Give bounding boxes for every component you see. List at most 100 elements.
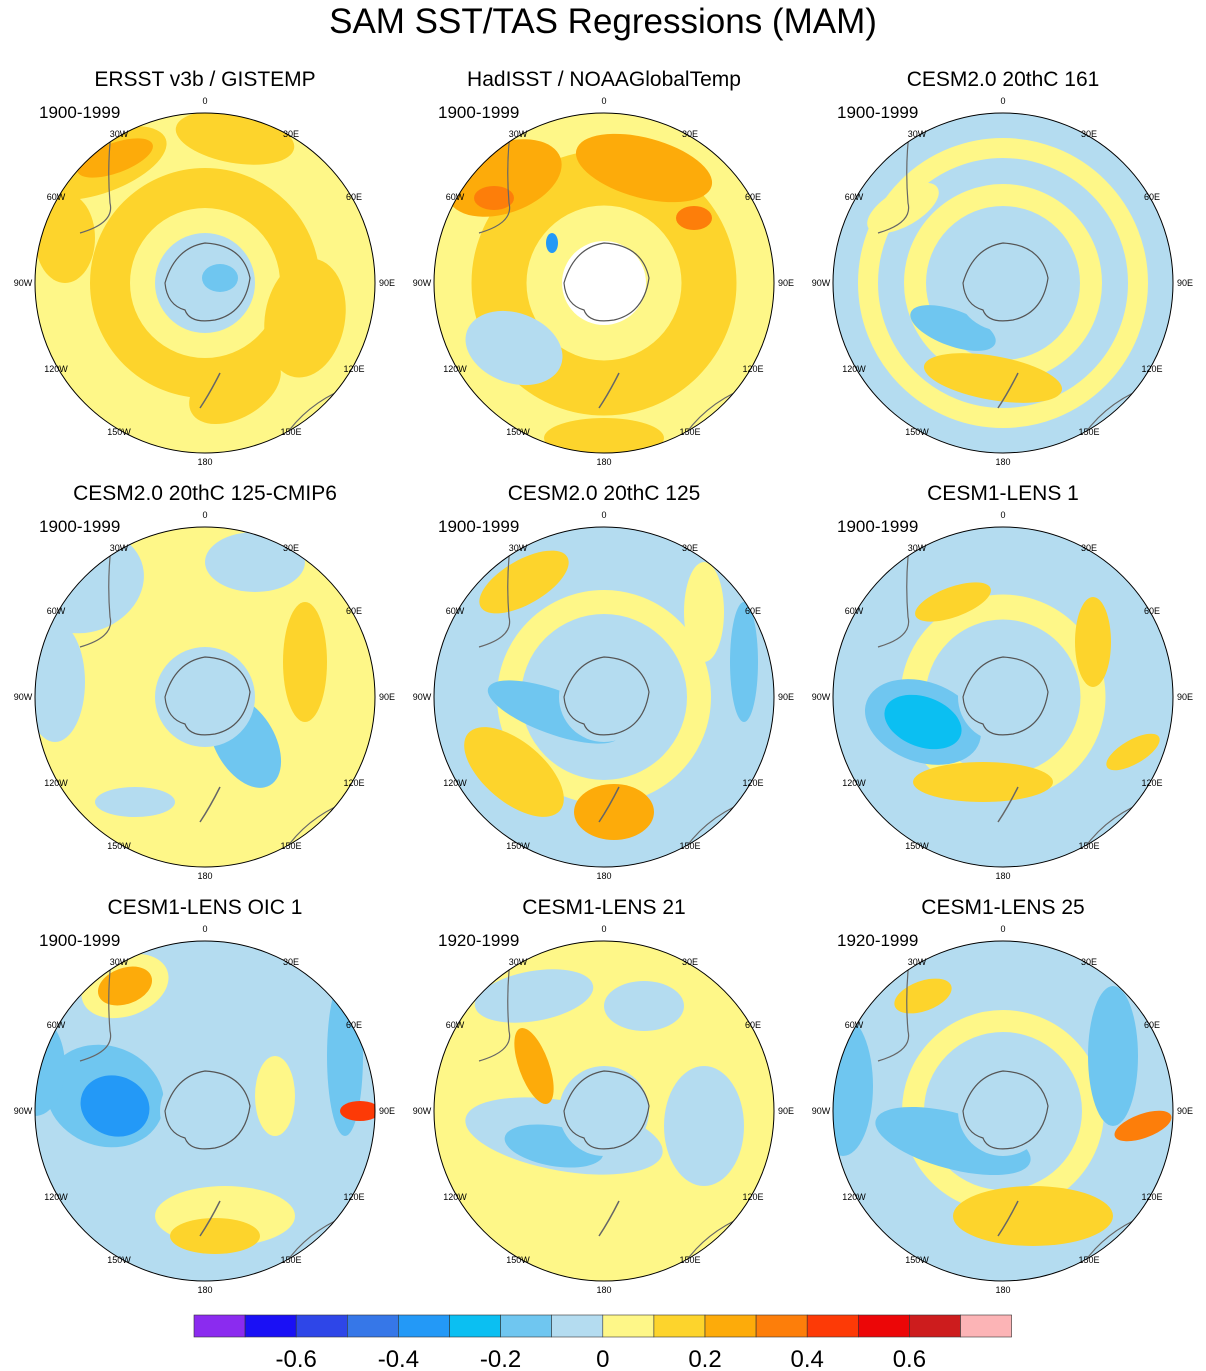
panel-title: CESM1-LENS 21 <box>522 896 686 919</box>
polar-map: 0 30E 60E 90E 120E 150E 180 150W 120W 90W 60W 30W <box>812 96 1193 467</box>
anomaly-blob <box>189 351 281 425</box>
map-border <box>832 112 1174 454</box>
longitude-label: 150E <box>679 1255 700 1265</box>
colorbar-swatch <box>346 1314 399 1338</box>
polar-map: 0 30E 60E 90E 120E 150E 180 150W 120W 90W 60W 30W <box>14 96 395 467</box>
longitude-label: 90E <box>1177 692 1193 702</box>
polar-map: 0 30E 60E 90E 120E 150E 180 150W 120W 90W 60W 30W <box>413 96 794 467</box>
anomaly-blob <box>464 727 564 817</box>
colorbar-swatch <box>398 1314 450 1338</box>
warm-core <box>676 206 712 230</box>
longitude-label: 120E <box>343 1192 364 1202</box>
colorbar-swatch <box>449 1314 501 1338</box>
longitude-label: 30E <box>1081 129 1097 139</box>
longitude-label: 30W <box>509 129 528 139</box>
longitude-label: 0 <box>202 96 207 106</box>
longitude-label: 60E <box>1144 192 1160 202</box>
cool-core <box>910 305 996 351</box>
longitude-label: 60W <box>845 1020 864 1030</box>
colorbar-swatch <box>857 1314 910 1338</box>
south-america-coastline <box>79 113 121 234</box>
panel-period: 1900-1999 <box>438 103 520 122</box>
new-zealand-coastline <box>598 786 620 823</box>
longitude-label: 0 <box>202 510 207 520</box>
anomaly-field <box>434 113 774 453</box>
anomaly-blob <box>1075 597 1111 687</box>
africa-coastline <box>1057 941 1099 942</box>
africa-coastline <box>1057 113 1099 114</box>
longitude-label: 90W <box>812 278 831 288</box>
longitude-label: 60E <box>346 192 362 202</box>
figure-title: SAM SST/TAS Regressions (MAM) <box>329 2 877 41</box>
cool-core <box>730 602 758 722</box>
polar-map: 0 30E 60E 90E 120E 150E 180 150W 120W 90W 60W 30W <box>812 510 1193 881</box>
cool-core <box>884 694 962 750</box>
longitude-label: 60W <box>47 606 66 616</box>
longitude-label: 120W <box>443 1192 467 1202</box>
longitude-label: 30E <box>283 129 299 139</box>
colorbar-swatch <box>295 1314 348 1338</box>
cool-blob <box>664 1066 744 1186</box>
south-america-coastline <box>877 527 919 648</box>
colorbar-swatch <box>551 1314 604 1338</box>
longitude-label: 120W <box>44 778 68 788</box>
longitude-label: 120E <box>1141 1192 1162 1202</box>
antarctica-coastline <box>962 1070 1049 1150</box>
map-panel: CESM2.0 20thC 161 0 30E 60E 90E 120E 150E 180 15… <box>803 68 1203 478</box>
warm-core <box>97 966 153 1006</box>
longitude-label: 150E <box>679 427 700 437</box>
longitude-label: 60E <box>346 606 362 616</box>
warm-ring <box>858 138 1148 428</box>
antarctica-coastline <box>563 242 650 322</box>
longitude-label: 90E <box>379 278 395 288</box>
anomaly-field <box>35 527 375 867</box>
south-america-coastline <box>79 941 121 1062</box>
panel-title: CESM1-LENS 1 <box>927 482 1079 505</box>
longitude-label: 30E <box>283 957 299 967</box>
colorbar-tick-label: 0.6 <box>893 1346 926 1371</box>
africa-coastline <box>658 527 700 528</box>
panel-period: 1900-1999 <box>39 103 121 122</box>
africa-coastline <box>658 113 700 114</box>
longitude-label: 0 <box>601 510 606 520</box>
longitude-label: 90E <box>1177 278 1193 288</box>
cool-blob <box>205 532 305 592</box>
anomaly-field <box>434 527 774 867</box>
anomaly-field <box>35 113 375 453</box>
panel-period: 1920-1999 <box>837 931 919 950</box>
longitude-label: 120E <box>1141 364 1162 374</box>
colorbar-swatch <box>602 1314 655 1338</box>
longitude-label: 90W <box>14 278 33 288</box>
map-border <box>433 112 775 454</box>
longitude-label: 90E <box>379 1106 395 1116</box>
longitude-label: 120W <box>842 1192 866 1202</box>
map-panel: CESM1-LENS 21 0 30E 60E 90E 120E 150E 180 150W 12… <box>404 896 804 1306</box>
longitude-label: 180 <box>197 871 212 881</box>
colorbar-swatch <box>653 1314 706 1338</box>
anomaly-blob <box>170 1218 260 1254</box>
anomaly-blob <box>923 353 1063 403</box>
panel-period: 1900-1999 <box>39 931 121 950</box>
longitude-label: 120W <box>443 364 467 374</box>
longitude-label: 60E <box>745 606 761 616</box>
map-border <box>34 112 376 454</box>
longitude-label: 60W <box>47 1020 66 1030</box>
new-zealand-coastline <box>598 1200 620 1237</box>
anomaly-blob <box>894 978 952 1014</box>
map-panel: CESM2.0 20thC 125-CMIP6 0 30E 60E 90E 120E 150… <box>5 482 405 892</box>
anomaly-blob <box>913 762 1053 802</box>
africa-coastline <box>1057 527 1099 528</box>
longitude-label: 30E <box>682 543 698 553</box>
longitude-label: 60E <box>346 1020 362 1030</box>
longitude-label: 150W <box>905 841 929 851</box>
anomaly-blob <box>264 258 346 378</box>
map-panel: CESM1-LENS 25 0 30E 60E 90E 120E 150E 180 150W 12… <box>803 896 1203 1306</box>
new-zealand-coastline <box>199 786 221 823</box>
longitude-label: 30E <box>1081 543 1097 553</box>
panel-period: 1900-1999 <box>837 517 919 536</box>
map-border <box>832 526 1174 868</box>
polar-map: 0 30E 60E 90E 120E 150E 180 150W 120W 90W 60W 30W <box>14 510 395 881</box>
cool-blob <box>474 969 594 1023</box>
panel-title: CESM1-LENS 25 <box>921 896 1085 919</box>
longitude-label: 90W <box>413 692 432 702</box>
